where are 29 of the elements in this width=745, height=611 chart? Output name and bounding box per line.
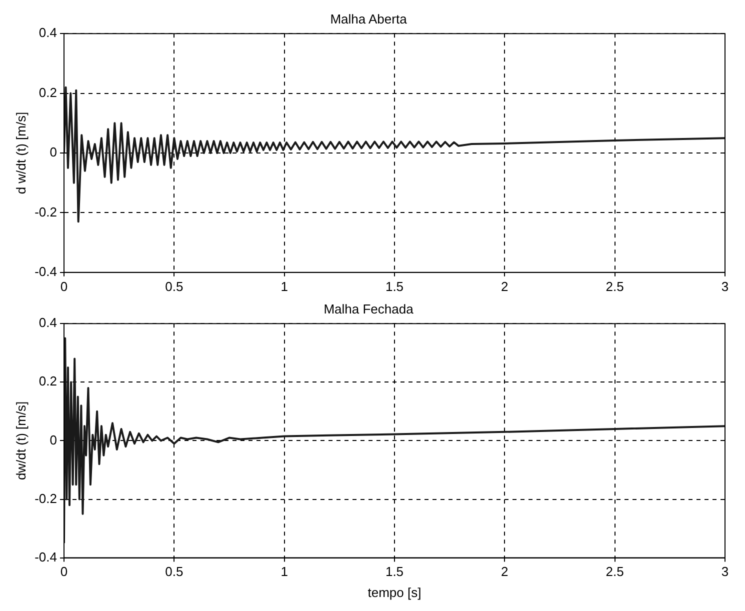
x-tick-label: 3 [721, 278, 729, 294]
y-tick-label: 0.2 [38, 374, 57, 389]
y-tick-label: 0.4 [38, 25, 57, 40]
y-axis-title: d w/dt (t) [m/s] [13, 112, 28, 194]
x-tick-label: 1 [280, 278, 288, 294]
x-tick-label: 1.5 [385, 564, 404, 580]
x-tick-label: 0 [60, 278, 68, 294]
y-tick-label: 0 [50, 432, 57, 448]
x-tick-label: 3 [721, 564, 729, 580]
y-tick-label: -0.2 [34, 490, 57, 506]
x-tick-label: 2.5 [606, 564, 624, 580]
chart-title: Malha Fechada [324, 301, 414, 316]
x-tick-label: 1 [280, 564, 288, 580]
x-tick-label: 2.5 [606, 278, 624, 294]
x-axis-title: tempo [s] [368, 584, 422, 600]
x-tick-label: 0.5 [165, 564, 184, 580]
y-tick-label: 0.4 [38, 315, 57, 330]
y-tick-label: 0.2 [38, 84, 57, 100]
x-tick-label: 2 [501, 278, 508, 294]
y-axis-title: dw/dt (t) [m/s] [13, 401, 28, 480]
x-tick-label: 0 [60, 564, 68, 580]
x-tick-label: 0.5 [165, 278, 184, 294]
y-tick-label: 0 [50, 144, 57, 160]
x-tick-label: 2 [501, 564, 508, 580]
y-tick-label: -0.2 [34, 204, 57, 220]
x-tick-label: 1.5 [385, 278, 404, 294]
y-tick-label: -0.4 [34, 549, 57, 564]
chart-title: Malha Aberta [330, 11, 408, 26]
y-tick-label: -0.4 [34, 264, 57, 279]
